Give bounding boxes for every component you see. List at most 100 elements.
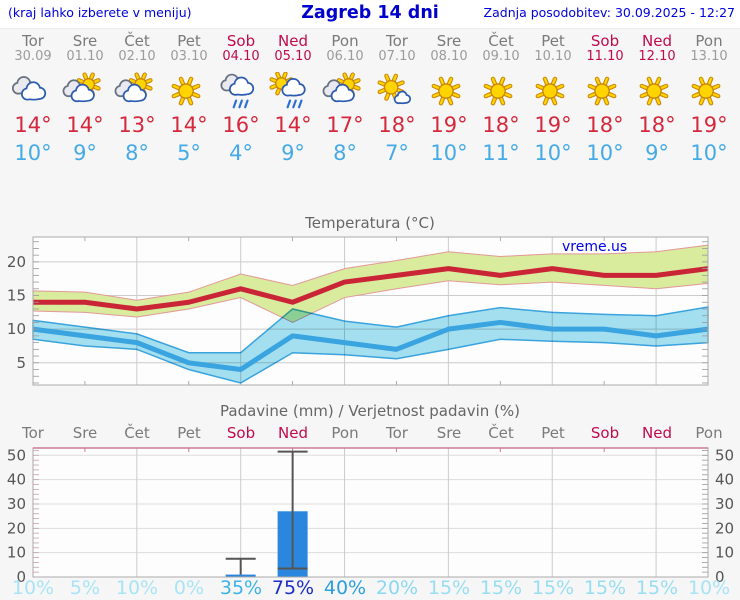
precipitation-days-row: Tor Sre Čet Pet Sob Ned Pon Tor Sre Čet Pet Sob Ned P… <box>7 424 735 442</box>
day-date: 04.10 <box>222 49 260 64</box>
day-column: Tor 30.09 <box>7 33 59 64</box>
icon-cell <box>475 72 527 112</box>
day-name: Tor <box>386 32 408 50</box>
day-date: 06.10 <box>326 49 364 64</box>
day-name: Sob <box>226 32 256 50</box>
svg-text:0: 0 <box>715 568 725 586</box>
min-temp-value: 8° <box>333 141 357 165</box>
day-column: Pon 06.10 <box>319 33 371 64</box>
precip-probability-value: 75% <box>271 577 315 599</box>
svg-text:5: 5 <box>16 354 26 372</box>
cloudy-icon <box>11 76 47 101</box>
last-update-text: Zadnja posodobitev: 30.09.2025 - 12:27 <box>483 5 735 20</box>
precip-day-name: Sob <box>226 424 256 442</box>
day-date: 30.09 <box>14 49 52 64</box>
min-temp-value: 5° <box>177 141 201 165</box>
precip-probability-value: 15% <box>427 577 471 599</box>
precip-day-name: Sob <box>590 424 620 442</box>
svg-text:40: 40 <box>7 471 26 489</box>
rain-icon <box>220 73 255 109</box>
page-header: (kraj lahko izberete v meniju) Zagreb 14… <box>0 0 740 29</box>
day-date: 03.10 <box>170 49 208 64</box>
min-temps-row: 10° 9° 8° 5° 4° 9° 8° 7° 10° 11° 10° 10° 9° 10° <box>7 141 735 165</box>
sun-cloud-icon <box>114 72 153 103</box>
day-date: 01.10 <box>66 49 104 64</box>
precip-day-name: Ned <box>278 424 308 442</box>
max-temp-value: 17° <box>326 113 364 137</box>
icon-cell <box>215 72 267 112</box>
precipitation-chart-title: Padavine (mm) / Verjetnost padavin (%) <box>220 402 520 420</box>
day-date: 10.10 <box>534 49 572 64</box>
svg-text:10: 10 <box>715 544 734 562</box>
sunny-icon <box>431 76 461 106</box>
day-name: Čet <box>124 32 150 50</box>
day-date: 08.10 <box>430 49 468 64</box>
precip-probability-value: 15% <box>479 577 523 599</box>
precip-day-name: Sre <box>72 424 98 442</box>
icon-cell <box>163 72 215 112</box>
watermark-link[interactable]: vreme.us <box>562 239 628 255</box>
precip-day-name: Čet <box>124 424 150 442</box>
icon-cell <box>59 72 111 112</box>
max-temp-value: 14° <box>274 113 312 137</box>
sunny-icon <box>171 76 201 106</box>
day-header-row: Tor 30.09 Sre 01.10 Čet 02.10 Pet 03.10 Sob 04.10… <box>7 33 735 64</box>
page-title: Zagreb 14 dni <box>301 3 439 23</box>
day-column: Sre 01.10 <box>59 33 111 64</box>
day-name: Pet <box>541 32 565 50</box>
precip-probability-value: 15% <box>635 577 679 599</box>
svg-text:20: 20 <box>7 519 26 537</box>
sun-cloud-icon <box>322 72 361 103</box>
min-temp-value: 10° <box>690 141 728 165</box>
min-temp-value: 10° <box>430 141 468 165</box>
day-name: Sre <box>436 32 462 50</box>
min-temp-value: 9° <box>281 141 305 165</box>
day-column: Ned 05.10 <box>267 33 319 64</box>
day-date: 11.10 <box>586 49 624 64</box>
day-date: 13.10 <box>690 49 728 64</box>
day-column: Tor 07.10 <box>371 33 423 64</box>
day-column: Sre 08.10 <box>423 33 475 64</box>
max-temp-value: 14° <box>170 113 208 137</box>
day-name: Ned <box>642 32 672 50</box>
day-date: 07.10 <box>378 49 416 64</box>
min-temp-value: 10° <box>586 141 624 165</box>
day-name: Pon <box>331 32 359 50</box>
weather-icons-row <box>7 72 735 112</box>
precip-day-name: Tor <box>386 424 408 442</box>
icon-cell <box>371 72 423 112</box>
precip-day-name: Tor <box>22 424 44 442</box>
max-temp-value: 14° <box>14 113 52 137</box>
day-name: Pet <box>177 32 201 50</box>
temperature-chart: 5 10 15 20 <box>7 236 709 386</box>
day-name: Čet <box>488 32 514 50</box>
icon-cell <box>631 72 683 112</box>
max-temp-value: 18° <box>638 113 676 137</box>
precip-probability-value: 20% <box>375 577 419 599</box>
precip-probability-value: 35% <box>219 577 263 599</box>
precip-probability-value: 10% <box>687 577 731 599</box>
svg-text:10: 10 <box>7 544 26 562</box>
precip-probability-value: 15% <box>583 577 627 599</box>
day-column: Pon 13.10 <box>683 33 735 64</box>
day-name: Sob <box>590 32 620 50</box>
day-column: Ned 12.10 <box>631 33 683 64</box>
svg-text:40: 40 <box>715 471 734 489</box>
precipitation-probability-row: 10% 5% 10% 0% 35% 75% 40% 20% 15% 15% 15% 15% 15% 10% <box>7 577 735 599</box>
day-column: Sob 04.10 <box>215 33 267 64</box>
temperature-chart-title: Temperatura (°C) <box>305 214 435 232</box>
sunny-icon <box>639 76 669 106</box>
precip-probability-value: 10% <box>11 577 55 599</box>
precip-day-name: Pon <box>331 424 359 442</box>
day-date: 02.10 <box>118 49 156 64</box>
max-temp-value: 19° <box>534 113 572 137</box>
icon-cell <box>579 72 631 112</box>
precip-day-name: Ned <box>642 424 672 442</box>
precip-day-name: Pon <box>695 424 723 442</box>
max-temp-value: 19° <box>430 113 468 137</box>
precip-probability-value: 10% <box>115 577 159 599</box>
svg-text:0: 0 <box>16 568 26 586</box>
precip-day-name: Sre <box>436 424 462 442</box>
max-temp-value: 13° <box>118 113 156 137</box>
svg-text:10: 10 <box>7 320 26 338</box>
